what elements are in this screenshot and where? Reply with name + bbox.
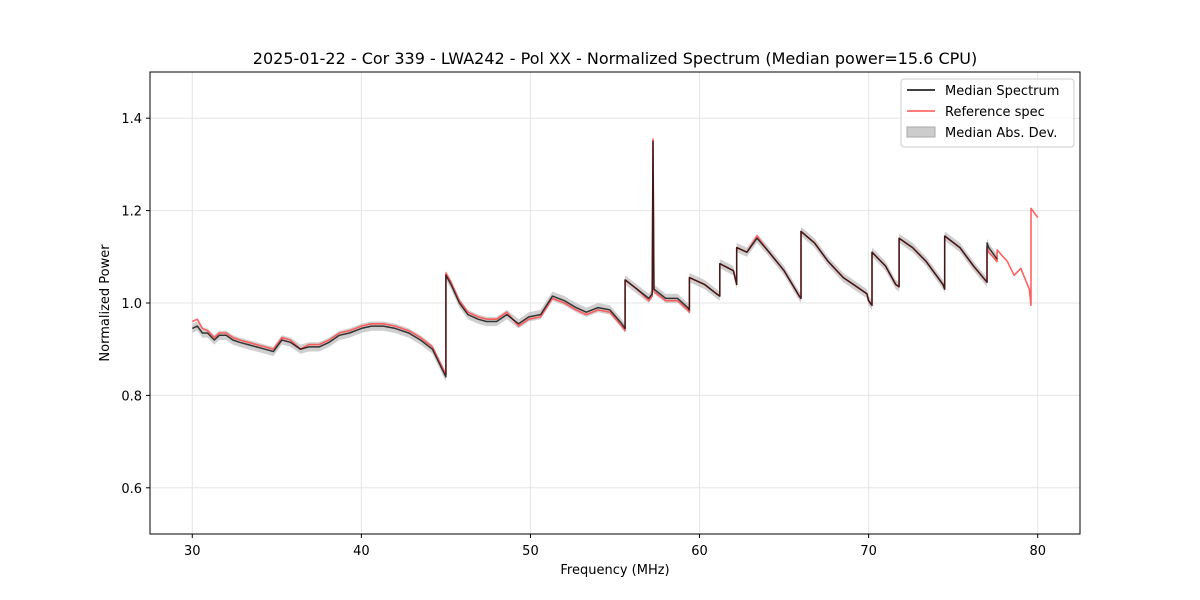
legend-box (900, 78, 1075, 148)
x-tick-label: 60 (691, 544, 708, 559)
legend: Median Spectrum Reference spec Median Ab… (900, 78, 1075, 148)
y-tick-label: 1.2 (121, 205, 142, 220)
y-tick-label: 0.8 (121, 389, 142, 404)
legend-reference-label: Reference spec (945, 105, 1045, 120)
legend-mad-label: Median Abs. Dev. (945, 126, 1057, 141)
y-tick-label: 0.6 (121, 482, 142, 497)
median-spectrum-line (191, 140, 998, 378)
x-tick-label: 50 (522, 544, 539, 559)
chart-title: 2025-01-22 - Cor 339 - LWA242 - Pol XX -… (253, 49, 977, 68)
x-tick-label: 80 (1029, 544, 1046, 559)
x-tick-label: 30 (184, 544, 201, 559)
legend-mad-swatch (906, 126, 936, 138)
reference-spec-line (191, 138, 1039, 376)
y-axis: 0.6 0.8 1.0 1.2 1.4 (121, 112, 150, 497)
y-tick-label: 1.4 (121, 112, 142, 127)
x-tick-label: 70 (860, 544, 877, 559)
series-layer (191, 138, 1039, 378)
x-tick-label: 40 (353, 544, 370, 559)
x-axis-label: Frequency (MHz) (560, 563, 669, 578)
x-axis: 30 40 50 60 70 80 (184, 534, 1046, 559)
y-axis-label: Normalized Power (98, 244, 113, 362)
legend-median-label: Median Spectrum (945, 84, 1059, 99)
y-tick-label: 1.0 (121, 297, 142, 312)
